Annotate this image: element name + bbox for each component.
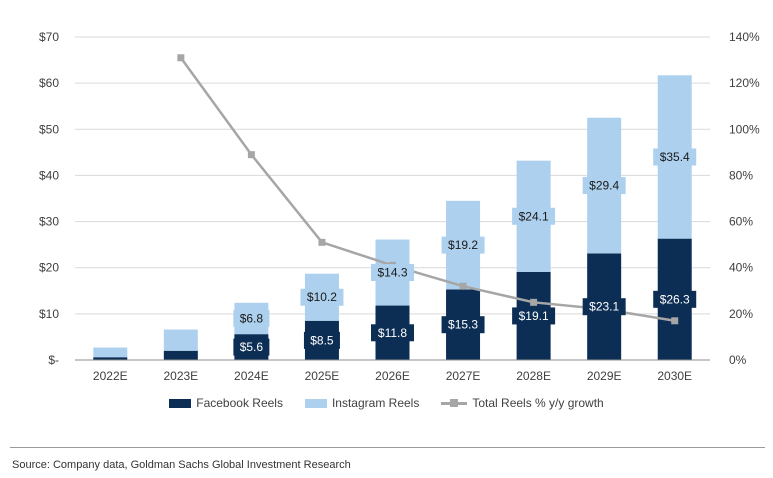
data-label-instagram-box bbox=[512, 207, 556, 225]
data-label-facebook: $23.1 bbox=[589, 300, 619, 314]
y-right-tick-label: 20% bbox=[729, 307, 753, 321]
source-divider bbox=[10, 447, 765, 448]
x-tick-label: 2030E bbox=[657, 369, 692, 383]
data-label-facebook-box bbox=[303, 331, 340, 349]
bar-instagram bbox=[93, 347, 128, 358]
data-label-facebook: $11.8 bbox=[378, 326, 407, 340]
y-right-tick-label: 120% bbox=[729, 76, 760, 90]
growth-point bbox=[247, 151, 255, 159]
gridlines bbox=[75, 36, 710, 315]
x-tick-label: 2029E bbox=[587, 369, 622, 383]
source-note: Source: Company data, Goldman Sachs Glob… bbox=[12, 459, 351, 471]
data-label-facebook-box bbox=[653, 290, 697, 308]
x-tick-label: 2027E bbox=[446, 369, 481, 383]
growth-point bbox=[671, 317, 679, 325]
growth-point bbox=[459, 282, 467, 290]
axes: $- 0% $10 20% $20 40% $30 60% $40 80% $50 100% $60 12… bbox=[39, 30, 760, 383]
data-label-instagram-box bbox=[441, 236, 485, 254]
data-label-instagram: $29.4 bbox=[589, 179, 619, 193]
y-left-tick-label: $40 bbox=[39, 168, 59, 182]
data-label-instagram-box bbox=[371, 264, 414, 282]
data-label-facebook-box bbox=[233, 338, 270, 356]
data-label-instagram-box bbox=[653, 148, 697, 166]
growth-point bbox=[318, 238, 326, 246]
legend-swatch-growth bbox=[441, 398, 468, 408]
data-label-instagram: $19.2 bbox=[448, 238, 478, 252]
y-left-tick-label: $70 bbox=[39, 30, 59, 44]
legend-item-facebook: Facebook Reels bbox=[169, 396, 283, 410]
x-tick-label: 2022E bbox=[93, 369, 128, 383]
data-label-facebook-box bbox=[371, 324, 414, 342]
data-label-facebook: $19.1 bbox=[519, 309, 549, 323]
y-right-tick-label: 80% bbox=[729, 168, 753, 182]
legend-swatch-instagram bbox=[304, 398, 327, 408]
legend-swatch-facebook bbox=[169, 398, 192, 408]
x-tick-label: 2023E bbox=[163, 369, 198, 383]
x-tick-label: 2024E bbox=[234, 369, 269, 383]
legend-item-instagram: Instagram Reels bbox=[304, 396, 420, 410]
x-tick-label: 2025E bbox=[305, 369, 340, 383]
data-label-instagram: $6.8 bbox=[240, 311, 264, 325]
bar-facebook bbox=[93, 357, 128, 360]
legend-label-instagram: Instagram Reels bbox=[331, 396, 420, 410]
bar-instagram bbox=[163, 329, 198, 351]
y-left-tick-label: $- bbox=[48, 353, 59, 367]
legend-item-growth: Total Reels % y/y growth bbox=[441, 396, 604, 410]
y-right-tick-label: 100% bbox=[729, 122, 760, 136]
data-label-instagram: $14.3 bbox=[377, 266, 407, 280]
growth-point bbox=[530, 298, 538, 306]
data-label-facebook: $5.6 bbox=[240, 340, 264, 354]
y-right-tick-label: 140% bbox=[729, 30, 760, 44]
data-label-facebook-box bbox=[512, 307, 556, 325]
y-right-tick-label: 0% bbox=[729, 353, 747, 367]
y-right-tick-label: 40% bbox=[729, 261, 753, 275]
y-left-tick-label: $20 bbox=[39, 261, 59, 275]
data-labels: $5.6 $6.8 $8.5 $10.2 $11.8 $14.3 $15.3 $19.2 $19… bbox=[233, 148, 697, 356]
y-left-tick-label: $30 bbox=[39, 215, 59, 229]
data-label-instagram-box bbox=[300, 288, 344, 306]
chart: $5.6 $6.8 $8.5 $10.2 $11.8 $14.3 $15.3 $19.2 $19… bbox=[39, 30, 760, 383]
legend: Facebook Reels Instagram Reels Total Ree… bbox=[0, 393, 773, 413]
data-label-instagram-box bbox=[233, 309, 270, 327]
data-label-facebook-box bbox=[441, 316, 485, 334]
legend-label-growth: Total Reels % y/y growth bbox=[472, 396, 604, 410]
data-label-facebook: $8.5 bbox=[310, 333, 334, 347]
data-label-instagram: $24.1 bbox=[519, 209, 549, 223]
x-tick-label: 2026E bbox=[375, 369, 410, 383]
y-left-tick-label: $10 bbox=[39, 307, 59, 321]
x-tick-label: 2028E bbox=[516, 369, 551, 383]
growth-point bbox=[177, 54, 185, 62]
data-label-instagram-box bbox=[582, 177, 626, 195]
legend-label-facebook: Facebook Reels bbox=[196, 396, 283, 410]
data-label-facebook-box bbox=[582, 298, 626, 316]
data-label-instagram: $10.2 bbox=[307, 290, 337, 304]
data-label-facebook: $26.3 bbox=[660, 292, 690, 306]
y-left-tick-label: $60 bbox=[39, 76, 59, 90]
y-right-tick-label: 60% bbox=[729, 215, 753, 229]
bars bbox=[93, 75, 692, 360]
data-label-facebook: $15.3 bbox=[448, 318, 478, 332]
y-left-tick-label: $50 bbox=[39, 122, 59, 136]
bar-facebook bbox=[163, 350, 198, 360]
data-label-instagram: $35.4 bbox=[660, 150, 690, 164]
